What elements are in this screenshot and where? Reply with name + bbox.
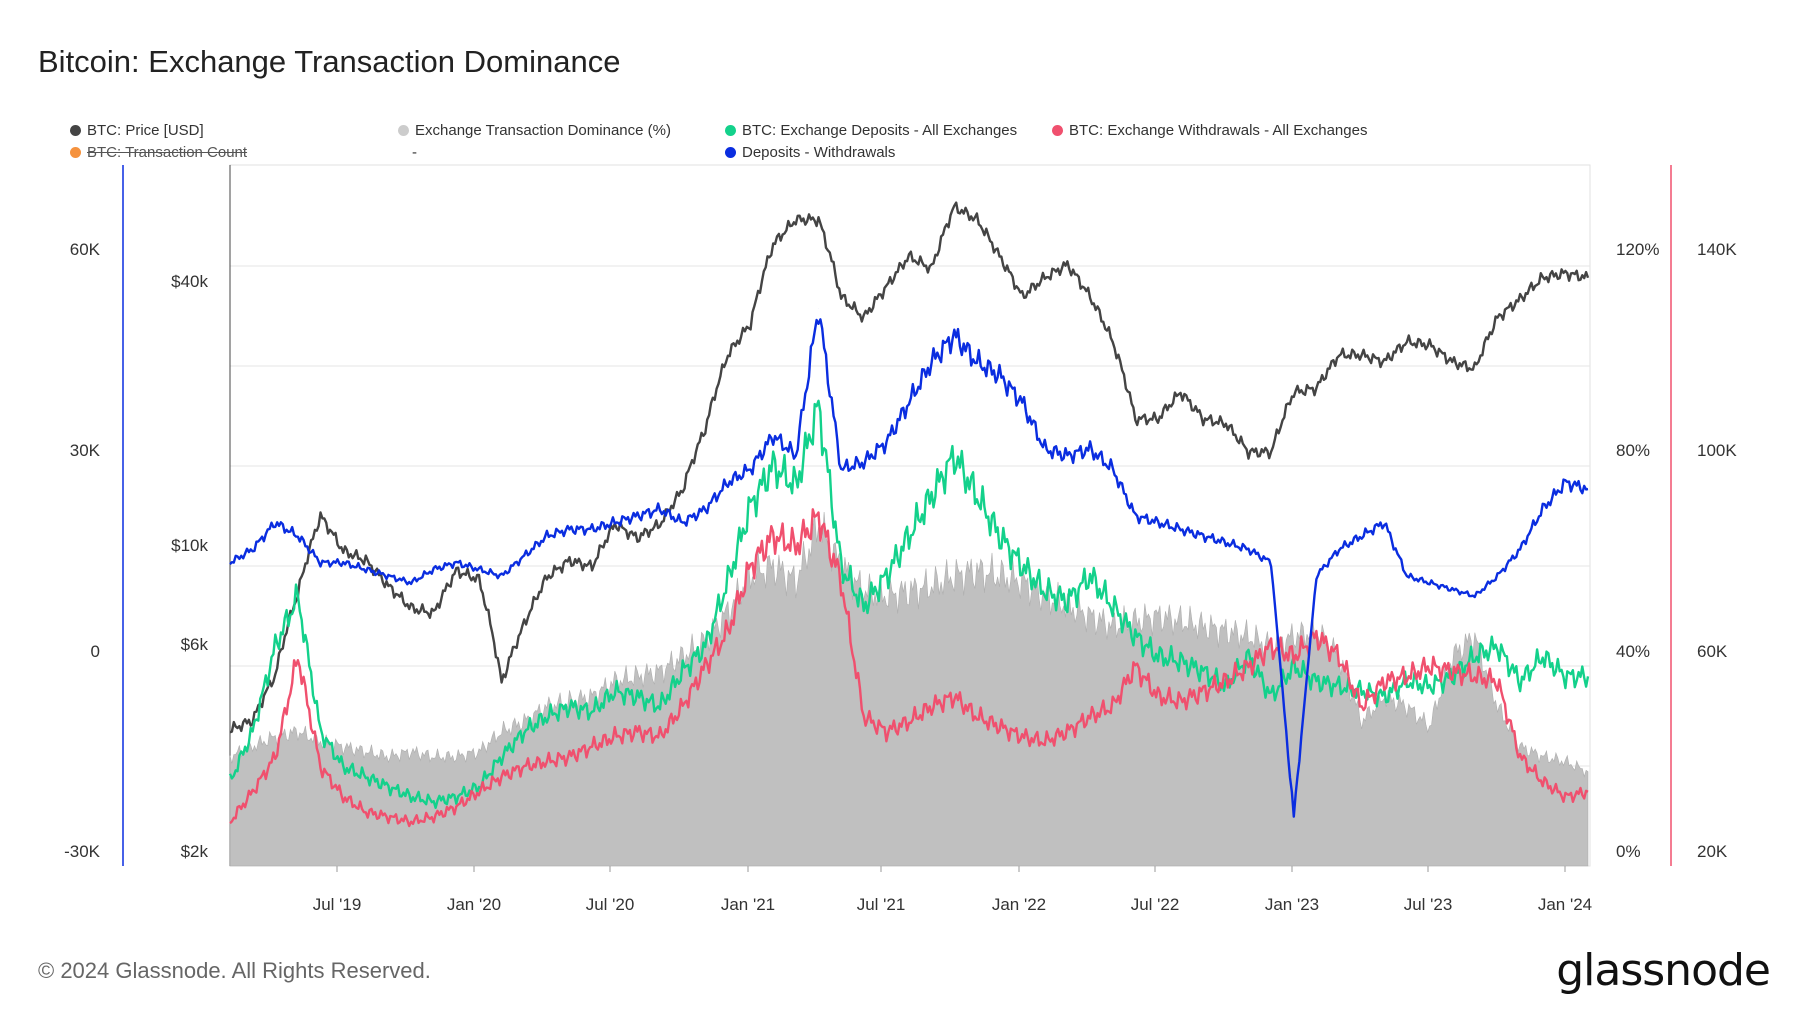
price-axis-tick: $40k — [171, 272, 208, 291]
diff-axis-tick: 60K — [70, 240, 101, 259]
legend-price[interactable]: BTC: Price [USD] — [70, 122, 204, 139]
chart-title: Bitcoin: Exchange Transaction Dominance — [38, 44, 621, 79]
legend-tx-count-label: BTC: Transaction Count — [87, 144, 248, 161]
legend-dominance-label: Exchange Transaction Dominance (%) — [415, 122, 671, 139]
x-axis-tick: Jan '20 — [447, 895, 501, 914]
legend-diff[interactable]: Deposits - Withdrawals — [725, 144, 895, 161]
deposits-minus-withdrawals-line — [229, 318, 1589, 818]
flows-axis-tick: 140K — [1697, 240, 1737, 259]
x-axis-tick: Jan '21 — [721, 895, 775, 914]
x-axis-tick: Jul '22 — [1131, 895, 1180, 914]
legend-withdrawals[interactable]: BTC: Exchange Withdrawals - All Exchange… — [1052, 122, 1367, 139]
dominance-axis-tick: 40% — [1616, 642, 1650, 661]
price-line — [229, 201, 1590, 734]
glassnode-logo: glassnode — [1556, 945, 1771, 996]
dominance-axis-tick: 80% — [1616, 441, 1650, 460]
legend-dash: - — [412, 144, 417, 161]
dominance-axis-tick: 0% — [1616, 842, 1641, 861]
dominance-area — [229, 511, 1589, 867]
withdrawals-line — [229, 508, 1589, 828]
flows-axis-tick: 100K — [1697, 441, 1737, 460]
legend-tx-count-dot — [70, 147, 81, 158]
price-axis-tick: $6k — [181, 635, 209, 654]
deposits-line — [228, 399, 1590, 809]
legend-deposits-label: BTC: Exchange Deposits - All Exchanges — [742, 122, 1018, 139]
x-axis-tick: Jul '21 — [857, 895, 906, 914]
diff-axis-tick: 30K — [70, 441, 101, 460]
x-axis-tick: Jan '23 — [1265, 895, 1319, 914]
legend-deposits[interactable]: BTC: Exchange Deposits - All Exchanges — [725, 122, 1017, 139]
flows-axis-tick: 20K — [1697, 842, 1728, 861]
legend-price-label: BTC: Price [USD] — [87, 122, 204, 139]
legend-dominance[interactable]: Exchange Transaction Dominance (%) — [398, 122, 671, 139]
legend-withdrawals-label: BTC: Exchange Withdrawals - All Exchange… — [1069, 122, 1368, 139]
legend-withdrawals-dot — [1052, 125, 1063, 136]
flows-axis-tick: 60K — [1697, 642, 1728, 661]
x-axis-tick: Jul '20 — [586, 895, 635, 914]
copyright: © 2024 Glassnode. All Rights Reserved. — [38, 958, 431, 983]
legend-deposits-dot — [725, 125, 736, 136]
legend-dash-label: - — [412, 144, 417, 161]
dominance-axis-tick: 120% — [1616, 240, 1659, 259]
x-axis-tick: Jan '22 — [992, 895, 1046, 914]
diff-axis-tick: 0 — [91, 642, 100, 661]
x-axis-tick: Jul '23 — [1404, 895, 1453, 914]
legend-price-dot — [70, 125, 81, 136]
legend-dominance-dot — [398, 125, 409, 136]
price-axis-tick: $10k — [171, 536, 208, 555]
x-axis-tick: Jan '24 — [1538, 895, 1592, 914]
diff-axis-tick: -30K — [64, 842, 101, 861]
legend-tx-count[interactable]: BTC: Transaction Count — [70, 144, 247, 161]
x-axis-tick: Jul '19 — [313, 895, 362, 914]
price-axis-tick: $2k — [181, 842, 209, 861]
legend-diff-dot — [725, 147, 736, 158]
legend-diff-label: Deposits - Withdrawals — [742, 144, 896, 161]
